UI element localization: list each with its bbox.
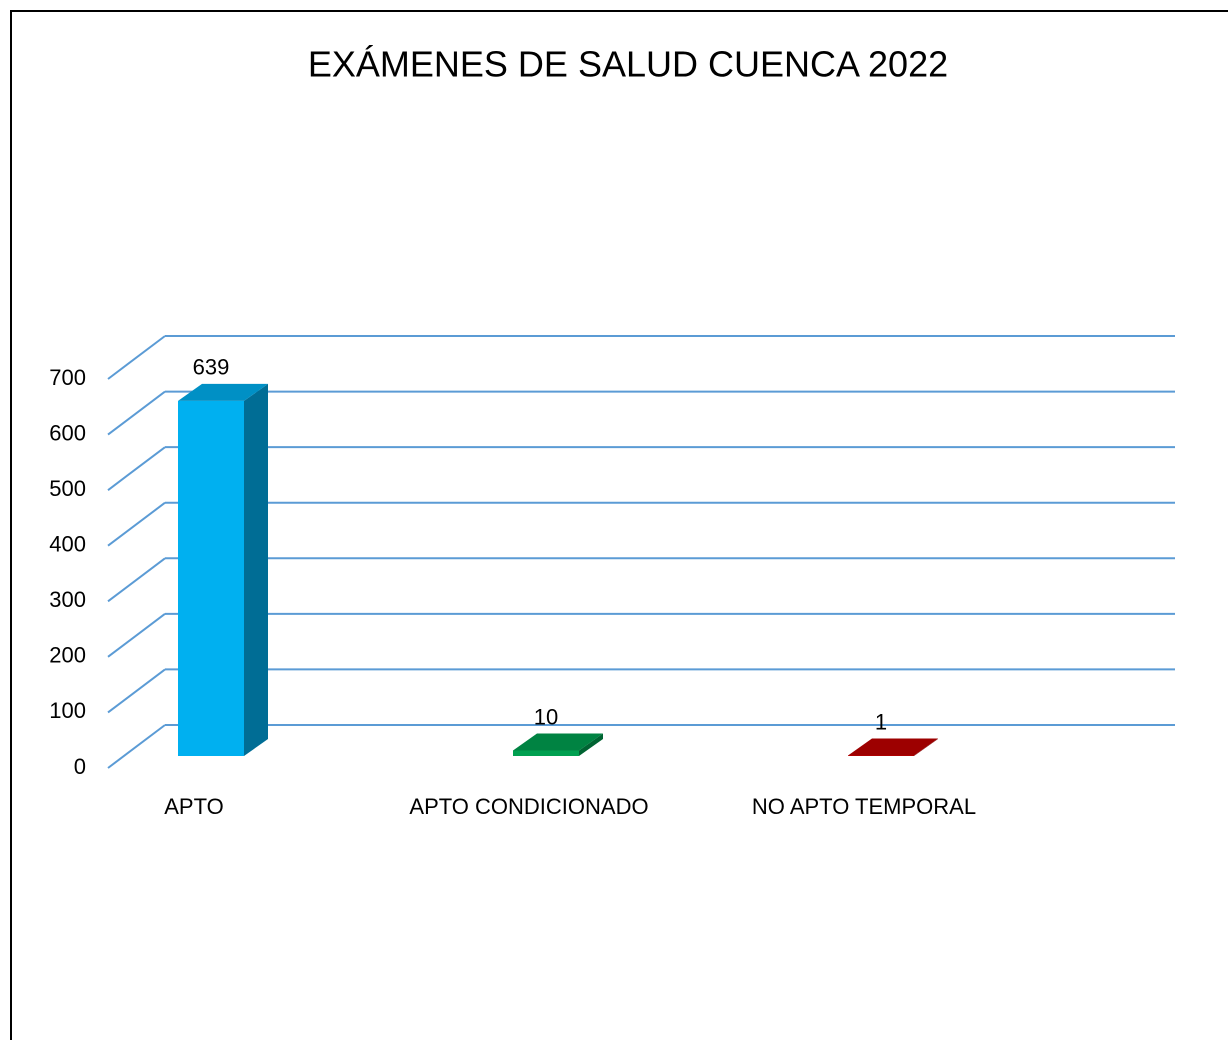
data-label: 1 [875, 709, 887, 734]
y-tick-label: 500 [49, 476, 86, 501]
grid-diagonal [107, 613, 166, 658]
grid-diagonal [107, 724, 166, 769]
grid-diagonal [107, 446, 166, 491]
y-tick-label: 400 [49, 532, 86, 557]
data-label: 10 [534, 704, 558, 729]
grid-diagonal [107, 390, 166, 436]
chart-title: EXÁMENES DE SALUD CUENCA 2022 [308, 44, 948, 85]
y-tick-label: 0 [74, 754, 86, 779]
bar-top [513, 733, 603, 751]
grid-diagonal [107, 501, 166, 547]
x-tick-label: NO APTO TEMPORAL [752, 794, 976, 819]
data-label: 639 [193, 355, 230, 380]
grid-diagonal [107, 668, 166, 714]
bar-side [914, 738, 938, 756]
bar-side [579, 733, 603, 756]
bar-side [244, 383, 268, 756]
y-tick-label: 100 [49, 698, 86, 723]
y-tick-label: 700 [49, 365, 86, 390]
bar [513, 750, 579, 756]
x-tick-label: APTO [164, 794, 224, 819]
bar [178, 400, 244, 756]
y-tick-label: 200 [49, 643, 86, 668]
grid-diagonal [107, 557, 166, 603]
y-tick-label: 300 [49, 587, 86, 612]
bar-top [178, 383, 268, 401]
x-tick-label: APTO CONDICIONADO [409, 794, 648, 819]
bar-top [848, 738, 938, 756]
bar [848, 755, 914, 756]
y-tick-label: 600 [49, 420, 86, 445]
grid-diagonal [107, 335, 166, 380]
